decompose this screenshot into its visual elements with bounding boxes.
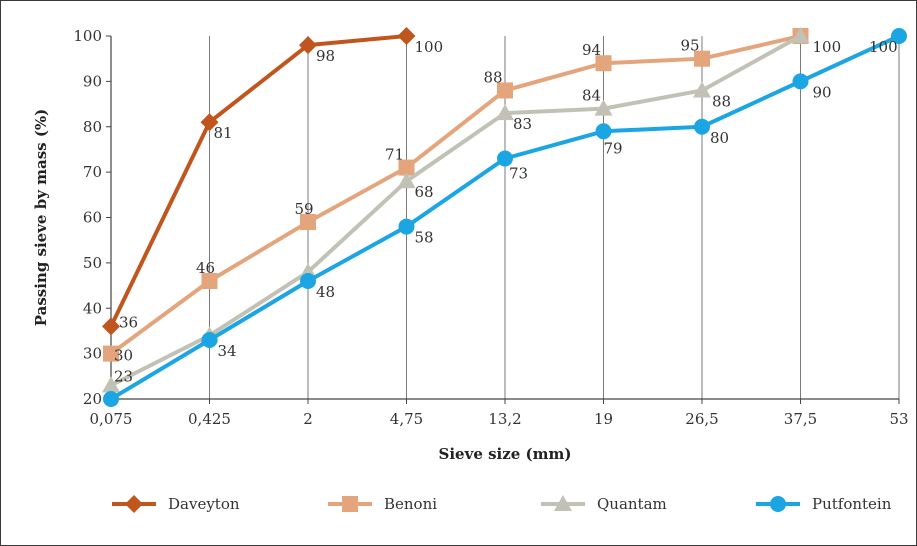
data-label: 58 <box>415 229 434 247</box>
circle-marker <box>398 218 415 235</box>
series-quantam <box>102 27 810 393</box>
data-label: 46 <box>196 259 215 277</box>
x-tick-label: 19 <box>594 410 613 428</box>
y-tick-label: 100 <box>73 27 102 45</box>
y-tick-label: 60 <box>83 209 102 227</box>
data-label: 81 <box>214 124 233 142</box>
series-layer <box>102 27 907 407</box>
diamond-marker <box>200 113 219 132</box>
data-label: 84 <box>582 87 601 105</box>
data-label: 73 <box>509 165 528 183</box>
series-line <box>110 34 802 388</box>
data-labels: 36 81 98 100 30 46 59 71 88 94 95 23 68 83 84 88 100 34 48… <box>114 37 898 386</box>
square-marker <box>201 273 218 290</box>
x-tick-label: 2 <box>303 410 313 428</box>
series-benoni <box>103 28 809 362</box>
legend-item-quantam: Quantam <box>541 495 667 513</box>
y-tick-label: 70 <box>83 163 102 181</box>
circle-marker <box>300 273 316 290</box>
data-label: 98 <box>316 47 335 65</box>
triangle-marker <box>397 172 416 189</box>
circle-marker <box>201 332 218 349</box>
diamond-marker <box>299 36 317 55</box>
y-axis-title: Passing sieve by mass (%) <box>32 109 50 327</box>
x-tick-label: 37,5 <box>784 410 817 428</box>
diamond-marker <box>397 27 416 45</box>
circle-marker <box>891 28 907 44</box>
data-label: 94 <box>582 41 601 59</box>
triangle-marker <box>554 495 572 511</box>
square-marker <box>300 214 316 231</box>
triangle-marker <box>693 81 711 98</box>
circle-marker <box>694 118 710 135</box>
circle-marker <box>595 123 612 140</box>
legend-item-daveyton: Daveyton <box>112 495 240 513</box>
x-tick-label: 53 <box>889 410 908 428</box>
square-marker <box>595 55 612 72</box>
diamond-marker <box>102 317 120 336</box>
series-line <box>109 34 801 356</box>
y-tick-label: 50 <box>83 254 102 272</box>
x-tick-label: 0,075 <box>90 410 133 428</box>
data-label: 36 <box>119 313 138 331</box>
series-putfontein <box>103 28 907 407</box>
y-tick-label: 20 <box>83 390 102 408</box>
triangle-marker <box>496 104 514 121</box>
data-label: 88 <box>483 68 502 86</box>
y-tick-label: 80 <box>83 118 102 136</box>
triangle-marker <box>791 27 810 43</box>
data-label: 88 <box>712 92 731 110</box>
square-marker <box>694 50 710 67</box>
circle-marker <box>103 391 119 407</box>
x-tick-label: 13,2 <box>488 410 521 428</box>
data-label: 59 <box>294 200 313 218</box>
data-label: 68 <box>415 183 434 201</box>
data-label: 79 <box>604 139 623 157</box>
y-tick-labels: 20 30 40 50 60 70 80 90 100 <box>73 27 111 408</box>
y-tick-label: 90 <box>83 72 102 90</box>
data-label: 30 <box>114 347 133 365</box>
data-label: 71 <box>385 146 404 164</box>
x-tick-label: 0,425 <box>188 410 231 428</box>
square-marker <box>342 496 358 512</box>
series-daveyton <box>102 27 416 336</box>
data-label: 100 <box>869 38 898 56</box>
legend-label: Daveyton <box>168 495 240 513</box>
x-tick-labels: 0,075 0,425 2 4,75 13,2 19 26,5 37,5 53 <box>90 399 909 428</box>
square-marker <box>103 345 119 362</box>
series-line <box>109 34 407 328</box>
legend-label: Benoni <box>384 495 437 513</box>
legend-label: Putfontein <box>812 495 892 513</box>
legend: Daveyton Benoni Quantam Putfontein <box>112 495 892 513</box>
legend-item-benoni: Benoni <box>328 495 437 513</box>
data-label: 100 <box>813 38 842 56</box>
y-tick-label: 40 <box>83 299 102 317</box>
legend-item-putfontein: Putfontein <box>756 495 892 513</box>
data-label: 48 <box>316 283 335 301</box>
data-label: 23 <box>114 367 133 385</box>
square-marker <box>497 82 513 99</box>
x-axis-title: Sieve size (mm) <box>439 445 572 463</box>
circle-marker <box>770 496 786 512</box>
y-tick-label: 30 <box>83 345 102 363</box>
data-label: 80 <box>710 129 729 147</box>
triangle-marker <box>594 99 613 116</box>
triangle-marker <box>102 376 120 393</box>
data-label: 90 <box>813 83 832 101</box>
x-tick-label: 4,75 <box>390 410 423 428</box>
legend-label: Quantam <box>597 495 667 513</box>
circle-marker <box>497 150 513 167</box>
data-label: 100 <box>415 38 444 56</box>
circle-marker <box>792 73 809 90</box>
square-marker <box>398 159 415 176</box>
x-tick-label: 26,5 <box>685 410 718 428</box>
diamond-marker <box>125 495 143 513</box>
data-label: 83 <box>513 115 532 133</box>
data-label: 95 <box>680 37 699 55</box>
data-label: 34 <box>218 342 237 360</box>
